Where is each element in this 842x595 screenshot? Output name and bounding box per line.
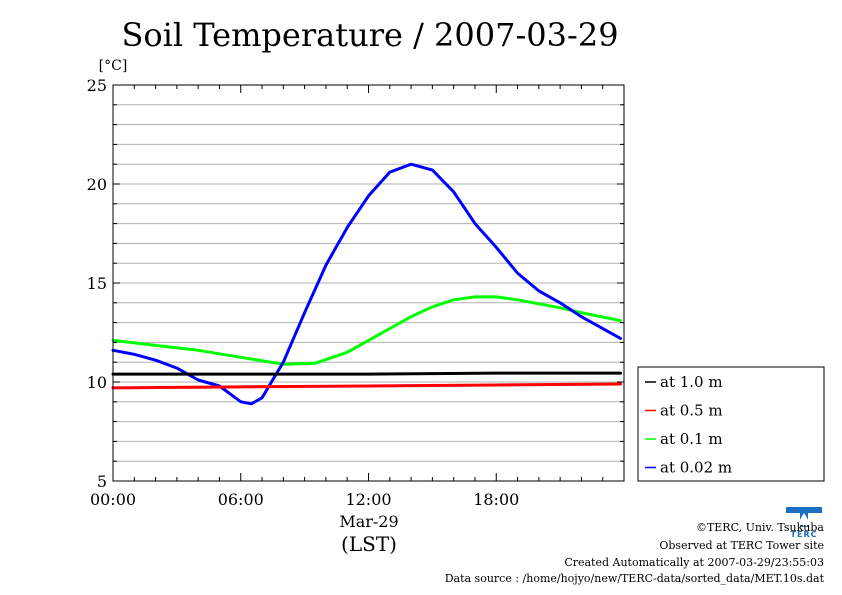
x-tick-label: 18:00 xyxy=(473,490,519,509)
series-lines xyxy=(111,162,622,406)
legend: at 1.0 m at 0.5 m at 0.1 m at 0.02 m xyxy=(637,366,825,482)
y-axis-unit-label: [°C] xyxy=(99,58,128,74)
footer-data-source: Data source : /home/hojyo/new/TERC-data/… xyxy=(444,572,824,585)
y-tick-label: 5 xyxy=(97,472,107,491)
x-tick-label: 00:00 xyxy=(90,490,136,509)
legend-label: at 0.02 m xyxy=(660,459,732,477)
footer-observed: Observed at TERC Tower site xyxy=(659,539,824,552)
x-axis-date-label: Mar-29 xyxy=(339,512,398,531)
y-tick-label: 10 xyxy=(87,373,107,392)
series-line-0 xyxy=(111,371,622,376)
legend-label: at 1.0 m xyxy=(660,373,723,391)
x-tick-label: 12:00 xyxy=(345,490,391,509)
series-line-2 xyxy=(111,295,622,366)
axis-ticks: 5 10 15 20 25 00:00 06:00 12:00 18:00 xyxy=(87,76,625,509)
y-tick-label: 15 xyxy=(87,274,107,293)
series-line-1 xyxy=(111,382,622,390)
chart-title: Soil Temperature / 2007-03-29 xyxy=(121,16,618,54)
x-axis-label: (LST) xyxy=(341,532,397,556)
series-line-3 xyxy=(111,162,622,406)
legend-label: at 0.1 m xyxy=(660,430,723,448)
footer-created: Created Automatically at 2007-03-29/23:5… xyxy=(564,556,824,569)
x-tick-label: 06:00 xyxy=(218,490,264,509)
legend-label: at 0.5 m xyxy=(660,402,723,420)
terc-logo-icon: TERC xyxy=(784,503,824,539)
footer-copyright: ©TERC, Univ. Tsukuba xyxy=(695,521,824,534)
legend-box xyxy=(637,366,825,482)
y-tick-label: 20 xyxy=(87,175,107,194)
y-tick-label: 25 xyxy=(87,76,107,95)
grid-lines xyxy=(113,104,624,462)
logo-text: TERC xyxy=(791,530,818,539)
